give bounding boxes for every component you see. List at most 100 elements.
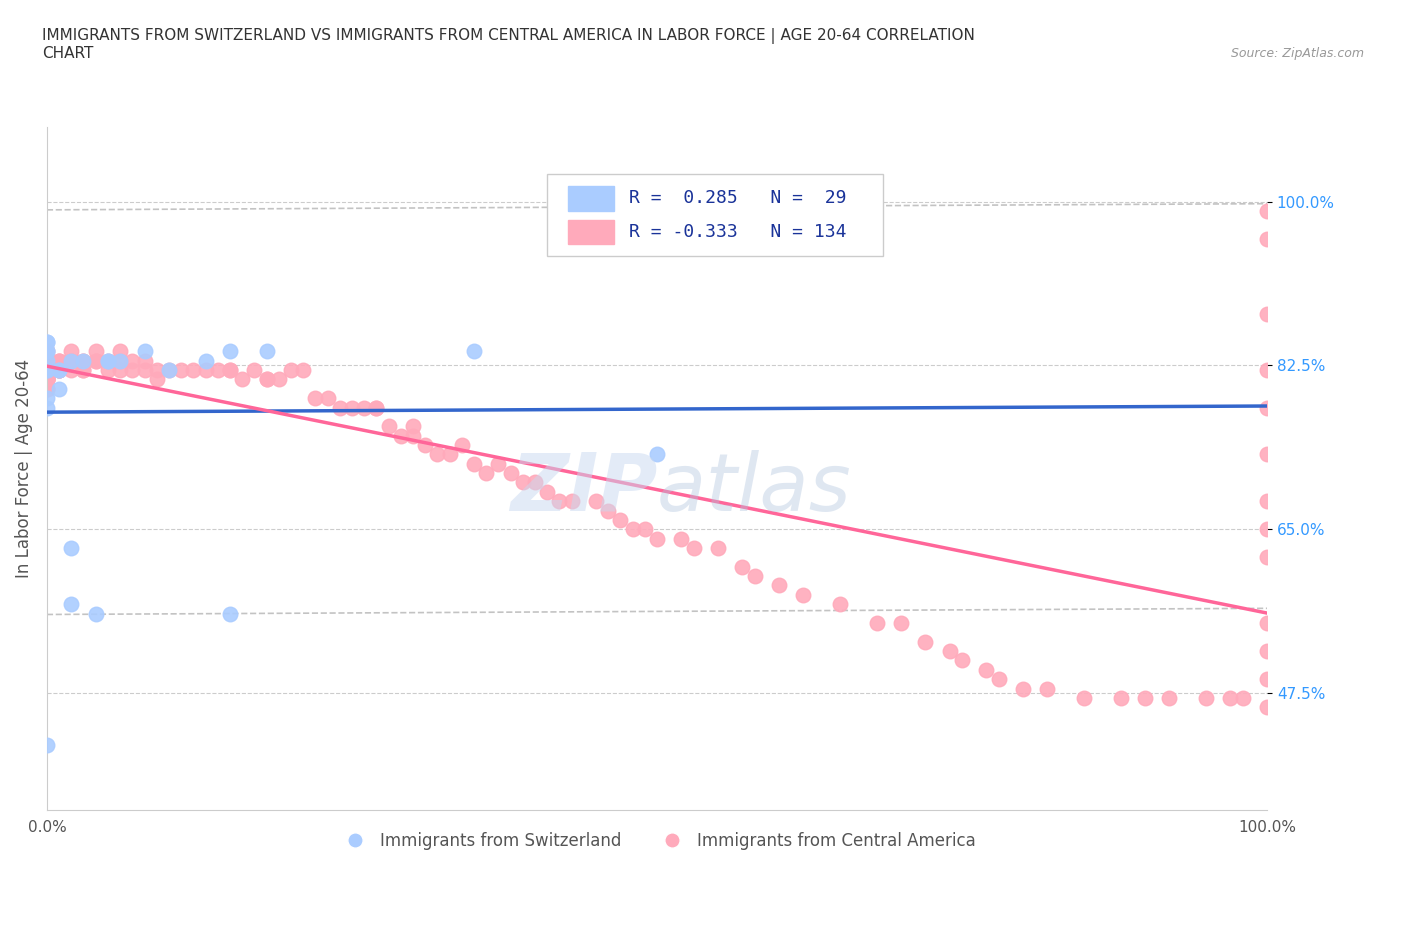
Point <box>1256 699 1278 714</box>
Text: IMMIGRANTS FROM SWITZERLAND VS IMMIGRANTS FROM CENTRAL AMERICA IN LABOR FORCE | : IMMIGRANTS FROM SWITZERLAND VS IMMIGRANT… <box>42 28 974 61</box>
FancyBboxPatch shape <box>547 175 883 257</box>
Point <box>145 372 167 387</box>
Point <box>35 737 58 752</box>
Point <box>121 363 143 378</box>
Point <box>1012 681 1035 696</box>
Point <box>170 363 193 378</box>
Point <box>194 353 217 368</box>
Point <box>561 494 583 509</box>
Point <box>35 363 58 378</box>
Point <box>976 662 998 677</box>
Point <box>1256 671 1278 686</box>
Point <box>366 400 388 415</box>
Point <box>108 344 131 359</box>
Point <box>84 353 107 368</box>
Point <box>72 353 94 368</box>
Point <box>219 606 242 621</box>
Point <box>72 353 94 368</box>
Point <box>1073 690 1095 705</box>
Point <box>60 597 83 612</box>
Point <box>35 335 58 350</box>
Point <box>1256 494 1278 509</box>
Point <box>316 391 339 405</box>
Point <box>60 540 83 555</box>
Point <box>231 372 253 387</box>
Point <box>682 540 704 555</box>
Point <box>60 353 83 368</box>
Point <box>48 363 70 378</box>
Point <box>1109 690 1132 705</box>
Point <box>48 363 70 378</box>
Point <box>292 363 315 378</box>
Point <box>645 531 668 546</box>
Point <box>1256 232 1278 246</box>
Y-axis label: In Labor Force | Age 20-64: In Labor Force | Age 20-64 <box>15 359 32 578</box>
Point <box>340 400 363 415</box>
Point <box>134 363 156 378</box>
Point <box>353 400 375 415</box>
Point <box>1256 204 1278 219</box>
Point <box>366 400 388 415</box>
Point <box>634 522 657 537</box>
Point <box>1133 690 1156 705</box>
Point <box>548 494 571 509</box>
Point <box>35 344 58 359</box>
Point <box>35 372 58 387</box>
Point <box>84 344 107 359</box>
Point <box>48 353 70 368</box>
Point <box>35 363 58 378</box>
Point <box>219 363 242 378</box>
Legend: Immigrants from Switzerland, Immigrants from Central America: Immigrants from Switzerland, Immigrants … <box>332 825 981 857</box>
Point <box>35 372 58 387</box>
Point <box>207 363 229 378</box>
Point <box>609 512 631 527</box>
Point <box>97 353 120 368</box>
Point <box>377 418 399 433</box>
Point <box>35 363 58 378</box>
Point <box>1159 690 1181 705</box>
Point <box>256 372 278 387</box>
Point <box>181 363 204 378</box>
Point <box>35 363 58 378</box>
Point <box>35 400 58 415</box>
Point <box>768 578 790 593</box>
Point <box>792 588 814 603</box>
Point <box>48 353 70 368</box>
Point <box>219 344 242 359</box>
Point <box>60 353 83 368</box>
Point <box>621 522 644 537</box>
Point <box>35 372 58 387</box>
Point <box>463 457 485 472</box>
Point <box>35 381 58 396</box>
Point <box>35 372 58 387</box>
Point <box>671 531 693 546</box>
Point <box>35 363 58 378</box>
Point <box>35 344 58 359</box>
Point <box>598 503 620 518</box>
Point <box>1195 690 1218 705</box>
Point <box>35 353 58 368</box>
Text: Source: ZipAtlas.com: Source: ZipAtlas.com <box>1230 46 1364 60</box>
Point <box>35 372 58 387</box>
Point <box>1256 447 1278 462</box>
Point <box>84 353 107 368</box>
Point <box>1256 400 1278 415</box>
Point <box>402 428 425 443</box>
Point <box>1256 522 1278 537</box>
Bar <box>568 186 614 211</box>
Point <box>1256 616 1278 631</box>
Point <box>914 634 936 649</box>
Point <box>486 457 509 472</box>
Point <box>121 353 143 368</box>
Point <box>731 559 754 574</box>
Point <box>157 363 180 378</box>
Point <box>939 644 962 658</box>
Point <box>950 653 973 668</box>
Point <box>280 363 302 378</box>
Point <box>145 363 167 378</box>
Point <box>108 363 131 378</box>
Point <box>35 353 58 368</box>
Point <box>108 353 131 368</box>
Point <box>35 391 58 405</box>
Point <box>585 494 607 509</box>
